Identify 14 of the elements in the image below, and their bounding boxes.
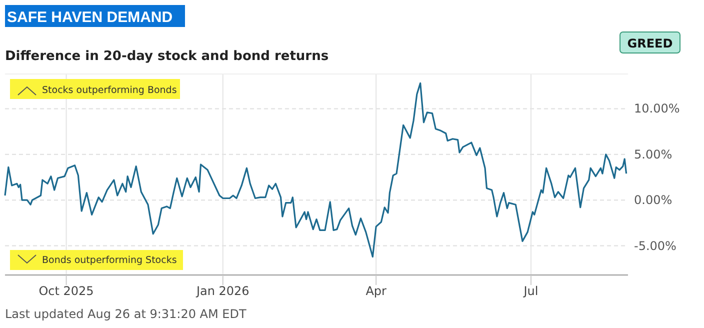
text: Last updated Aug 26 at 9:31:20 AM EDT — [5, 307, 247, 321]
y-tick-label: 0.00% — [634, 193, 672, 208]
y-tick-label: 5.00% — [634, 147, 672, 162]
annotation: Stocks outperforming Bonds — [42, 85, 177, 96]
x-tick-label: Jan 2026 — [195, 284, 250, 298]
chart-subtitle: Difference in 20-day stock and bond returns — [5, 49, 329, 64]
annotation: Bonds outperforming Stocks — [42, 255, 177, 266]
x-tick-label: Apr — [366, 284, 387, 298]
y-tick-label: 10.00% — [634, 102, 680, 116]
x-tick-label: Jul — [522, 284, 538, 298]
x-tick-label: Oct 2025 — [38, 284, 94, 298]
y-tick-label: -5.00% — [634, 238, 676, 253]
chart-title: SAFE HAVEN DEMAND — [7, 9, 173, 26]
text: GREED — [627, 36, 673, 50]
